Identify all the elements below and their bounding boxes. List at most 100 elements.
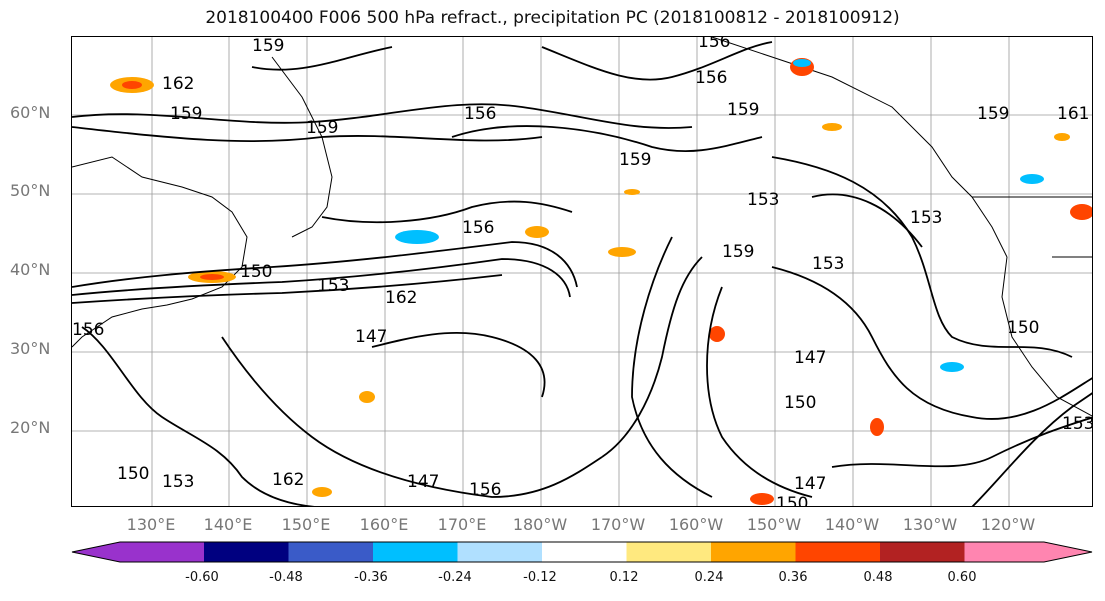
colorbar-tick-label: -0.24 <box>438 570 472 585</box>
contour-label: 159 <box>722 242 754 262</box>
contour-label: 150 <box>776 494 808 507</box>
contour-line <box>81 326 316 506</box>
colorbar-tick-label: 0.24 <box>694 570 724 585</box>
contour-label: 156 <box>72 320 104 340</box>
colorbar-extension-max <box>964 542 1092 562</box>
lon-label: 130°W <box>902 515 958 534</box>
lon-label: 140°E <box>203 515 253 534</box>
colorbar-tick-label: -0.48 <box>269 570 303 585</box>
lat-label-60n: 60°N <box>10 103 51 122</box>
map-title: 2018100400 F006 500 hPa refract., precip… <box>205 8 900 28</box>
colorbar <box>71 541 1093 563</box>
precip-patch <box>709 326 725 342</box>
alaska-coastline <box>711 37 1008 258</box>
lon-label: 150°W <box>746 515 802 534</box>
precip-patches <box>110 58 1092 505</box>
refractivity-contours <box>72 41 1092 506</box>
contour-label: 162 <box>385 288 417 308</box>
lon-label: 130°E <box>126 515 176 534</box>
precip-patch <box>940 362 964 372</box>
contour-line <box>971 392 1092 506</box>
contour-label: 162 <box>162 74 194 94</box>
contour-line <box>72 258 571 298</box>
contour-label: 156 <box>462 218 494 238</box>
lat-label-40n: 40°N <box>10 260 51 279</box>
coastlines <box>72 37 1092 417</box>
contour-line <box>221 336 603 498</box>
precip-patch <box>312 487 332 497</box>
colorbar-segment <box>288 542 373 562</box>
contour-label: 150 <box>240 262 272 282</box>
contour-label: 153 <box>1062 414 1093 434</box>
lon-label: 170°E <box>437 515 487 534</box>
contour-label: 150 <box>117 464 149 484</box>
contour-label: 150 <box>784 393 816 413</box>
map-canvas: 159 156 156 162 159 159 159 156 159 156 … <box>72 37 1093 507</box>
contour-label: 161 <box>1057 104 1089 124</box>
contour-label-layer: 159 156 156 162 159 159 159 156 159 156 … <box>72 37 1093 507</box>
contour-label: 156 <box>698 37 730 52</box>
colorbar-segment <box>880 542 965 562</box>
contour-label: 159 <box>977 104 1009 124</box>
colorbar-tick-label: -0.12 <box>523 570 557 585</box>
canada-border <box>972 196 1092 258</box>
contour-label: 159 <box>252 37 284 56</box>
contour-label: 147 <box>355 327 387 347</box>
precip-patch <box>200 274 224 280</box>
contour-label: 147 <box>794 348 826 368</box>
contour-line <box>601 256 703 458</box>
contour-label: 153 <box>162 472 194 492</box>
contour-line <box>631 236 713 498</box>
colorbar-tick-label: 0.60 <box>947 570 977 585</box>
contour-label: 147 <box>407 472 439 492</box>
contour-label: 159 <box>619 150 651 170</box>
colorbar-tick-label: 0.12 <box>609 570 639 585</box>
precip-patch <box>624 189 640 195</box>
precip-patch <box>395 230 439 244</box>
contour-line <box>72 126 543 143</box>
contour-label: 159 <box>170 104 202 124</box>
contour-label: 153 <box>812 254 844 274</box>
colorbar-tick-label: 0.36 <box>778 570 808 585</box>
colorbar-segment <box>373 542 458 562</box>
north-america-coastline <box>1001 256 1092 417</box>
kamchatka-coastline <box>271 56 333 238</box>
contour-line <box>771 266 1092 420</box>
precip-patch <box>1054 133 1070 141</box>
contour-line <box>321 200 573 224</box>
contour-label: 153 <box>910 208 942 228</box>
lon-label: 120°W <box>980 515 1036 534</box>
precip-patch <box>359 391 375 403</box>
contour-label: 159 <box>306 118 338 138</box>
contour-line <box>72 274 503 304</box>
colorbar-segment <box>795 542 880 562</box>
contour-line <box>251 46 393 71</box>
contour-label: 150 <box>1007 318 1039 338</box>
contour-line <box>371 332 546 398</box>
contour-line <box>72 103 693 129</box>
precip-patch <box>822 123 842 131</box>
colorbar-segment <box>542 542 627 562</box>
lon-label: 160°E <box>359 515 409 534</box>
map-panel: 159 156 156 162 159 159 159 156 159 156 … <box>71 36 1093 507</box>
lon-label: 180°W <box>512 515 568 534</box>
precip-patch <box>870 418 884 436</box>
contour-label: 156 <box>464 104 496 124</box>
contour-line <box>706 286 813 498</box>
lon-label: 140°W <box>824 515 880 534</box>
contour-label: 156 <box>695 68 727 88</box>
lon-label: 150°E <box>281 515 331 534</box>
lat-label-50n: 50°N <box>10 181 51 200</box>
contour-line <box>811 193 923 248</box>
colorbar-segment <box>711 542 796 562</box>
precip-patch <box>750 493 774 505</box>
contour-line <box>831 416 1092 468</box>
lat-label-20n: 20°N <box>10 418 51 437</box>
contour-label: 153 <box>747 190 779 210</box>
colorbar-tick-label: 0.48 <box>863 570 893 585</box>
lon-label: 170°W <box>590 515 646 534</box>
contour-label: 147 <box>794 474 826 494</box>
colorbar-tick-label: -0.60 <box>185 570 219 585</box>
colorbar-segment <box>626 542 711 562</box>
contour-line <box>451 125 763 153</box>
